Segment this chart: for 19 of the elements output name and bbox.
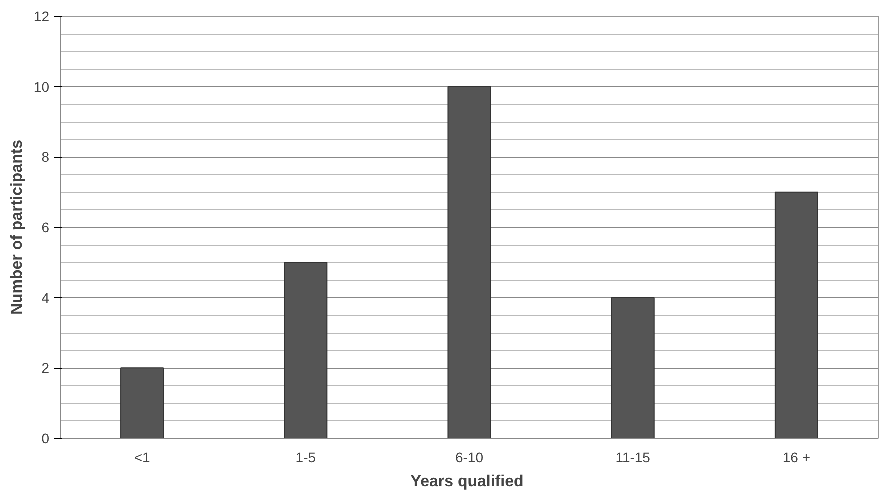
x-tick-label: <1 [134, 450, 150, 466]
x-tick-label: 1-5 [296, 450, 316, 466]
y-tick-label: 6 [42, 220, 50, 236]
x-tick-label: 11-15 [616, 450, 651, 466]
y-tick-label: 12 [34, 8, 50, 24]
bar [448, 86, 492, 438]
x-tick-label: 6-10 [455, 450, 484, 466]
bar [774, 192, 818, 438]
x-axis-title: Years qualified [410, 474, 524, 490]
x-tick-label: 16 + [782, 450, 811, 466]
bar [284, 262, 328, 438]
bar [120, 368, 164, 438]
y-axis-title: Number of participants [8, 140, 26, 316]
y-tick-label: 10 [34, 78, 50, 95]
y-tick-label: 4 [42, 290, 50, 306]
bar [611, 297, 655, 438]
y-tick-label: 2 [42, 360, 50, 376]
y-tick-label: 8 [42, 149, 50, 166]
y-tick-label: 0 [42, 430, 50, 446]
